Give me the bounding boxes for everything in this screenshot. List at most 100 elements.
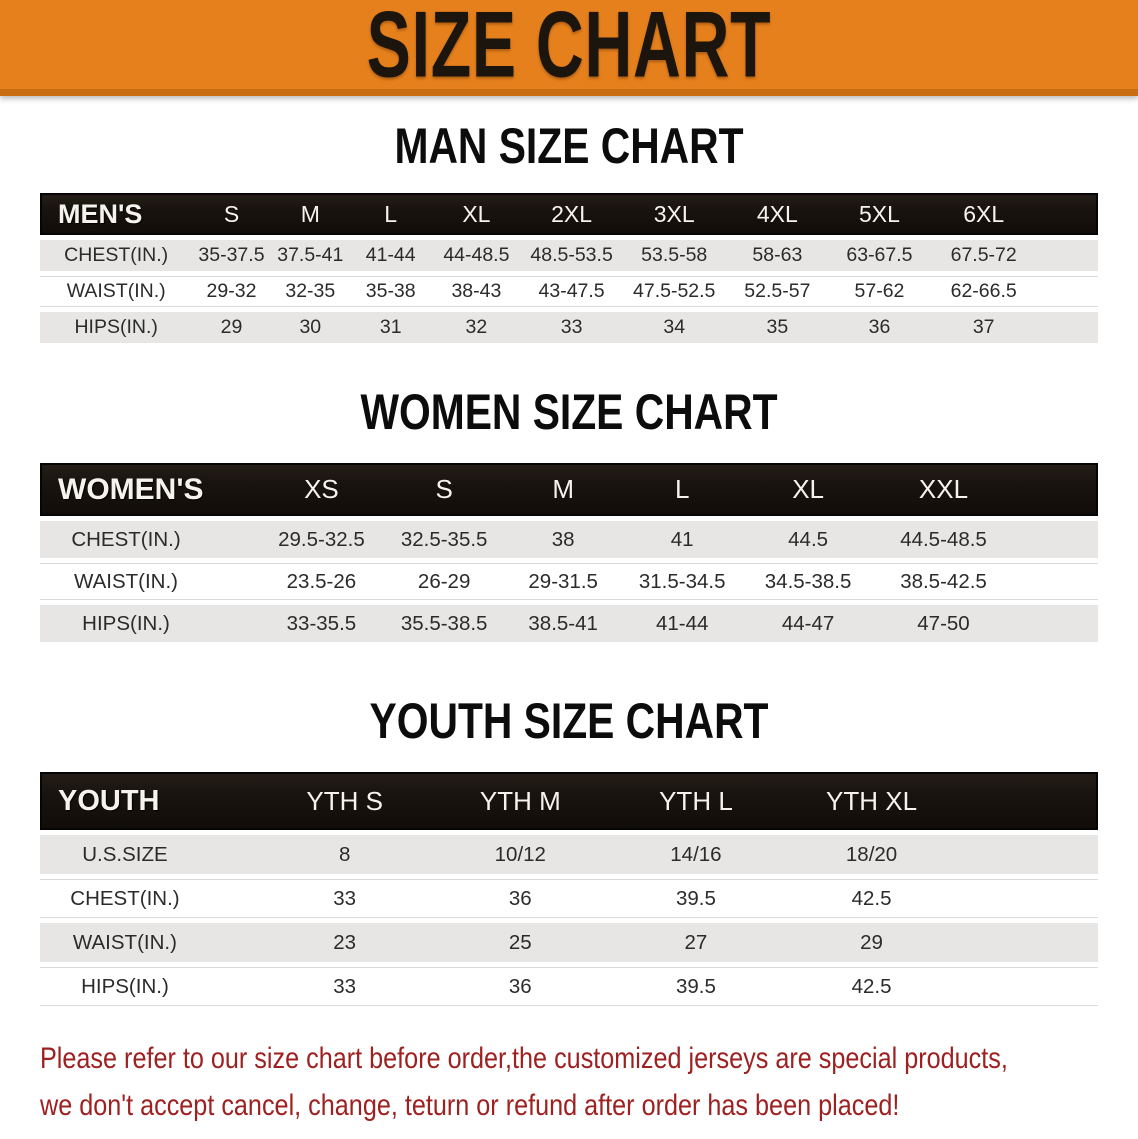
measurement-row-label: WAIST(IN.) <box>40 563 259 600</box>
mens-size-table: MEN'S S M L XL 2XL 3XL 4XL 5XL 6XL CHEST(IN.) 35-37… <box>40 188 1098 348</box>
size-header-row: MEN'S S M L XL 2XL 3XL 4XL 5XL 6XL <box>40 193 1098 235</box>
measurement-row: CHEST(IN.) 33 36 39.5 42.5 <box>40 879 1098 918</box>
mens-section: MAN SIZE CHART MEN'S S M L XL 2XL 3XL 4XL 5XL 6XL… <box>0 120 1138 348</box>
measurement-row: WAIST(IN.) 23 25 27 29 <box>40 923 1098 962</box>
measurement-row-label: HIPS(IN.) <box>40 605 259 642</box>
header-spacer <box>1013 463 1098 516</box>
size-column-header: L <box>621 463 743 516</box>
banner: SIZE CHART <box>0 0 1138 96</box>
order-policy-footnote: Please refer to our size chart before or… <box>0 1035 1138 1129</box>
banner-title: SIZE CHART <box>366 0 772 97</box>
size-value-cell: 31 <box>349 312 432 343</box>
size-value-cell: 37.5-41 <box>270 240 350 271</box>
size-column-header: YTH L <box>608 772 784 830</box>
size-value-cell: 30 <box>270 312 350 343</box>
size-value-cell: 67.5-72 <box>930 240 1037 271</box>
size-value-cell: 44-48.5 <box>431 240 522 271</box>
youth-section-heading: YOUTH SIZE CHART <box>369 693 769 750</box>
row-spacer <box>1013 605 1098 642</box>
footnote-line-2: we don't accept cancel, change, teturn o… <box>40 1089 900 1122</box>
size-column-header: YTH XL <box>783 772 960 830</box>
size-value-cell: 25 <box>432 923 609 962</box>
size-value-cell: 34.5-38.5 <box>742 563 874 600</box>
size-value-cell: 44-47 <box>742 605 874 642</box>
size-column-header: S <box>383 463 505 516</box>
womens-table-wrapper: WOMEN'S XS S M L XL XXL CHEST(IN.) 29.5-32.5 32.5… <box>0 458 1138 647</box>
mens-table-wrapper: MEN'S S M L XL 2XL 3XL 4XL 5XL 6XL CHEST(IN.) 35-37… <box>0 188 1138 348</box>
size-value-cell: 23.5-26 <box>259 563 384 600</box>
size-column-header: 2XL <box>521 193 622 235</box>
youth-table-wrapper: YOUTH YTH S YTH M YTH L YTH XL U.S.SIZE 8 10/12… <box>0 767 1138 1011</box>
size-column-header: YTH M <box>432 772 609 830</box>
size-value-cell: 57-62 <box>828 276 931 307</box>
size-value-cell: 36 <box>432 967 609 1006</box>
size-value-cell: 33 <box>256 879 433 918</box>
size-column-header: XL <box>742 463 874 516</box>
row-spacer <box>1036 312 1098 343</box>
size-value-cell: 27 <box>608 923 784 962</box>
measurement-row-label: WAIST(IN.) <box>40 923 257 962</box>
group-label: YOUTH <box>40 772 257 830</box>
measurement-row-label: U.S.SIZE <box>40 835 257 874</box>
row-spacer <box>959 923 1098 962</box>
size-value-cell: 62-66.5 <box>930 276 1037 307</box>
size-column-header: 4XL <box>726 193 829 235</box>
row-spacer <box>1013 563 1098 600</box>
size-column-header: XXL <box>873 463 1014 516</box>
size-value-cell: 33 <box>256 967 433 1006</box>
size-column-header: M <box>504 463 622 516</box>
size-value-cell: 41 <box>621 521 743 558</box>
size-value-cell: 38-43 <box>431 276 522 307</box>
size-value-cell: 8 <box>256 835 433 874</box>
size-value-cell: 39.5 <box>608 967 784 1006</box>
size-value-cell: 41-44 <box>621 605 743 642</box>
footnote-line-1: Please refer to our size chart before or… <box>40 1042 1008 1075</box>
size-value-cell: 31.5-34.5 <box>621 563 743 600</box>
row-spacer <box>959 879 1098 918</box>
size-value-cell: 34 <box>621 312 727 343</box>
measurement-row: U.S.SIZE 8 10/12 14/16 18/20 <box>40 835 1098 874</box>
measurement-row: HIPS(IN.) 33 36 39.5 42.5 <box>40 967 1098 1006</box>
size-value-cell: 37 <box>930 312 1037 343</box>
group-label: WOMEN'S <box>40 463 259 516</box>
measurement-row: HIPS(IN.) 33-35.5 35.5-38.5 38.5-41 41-44 44-… <box>40 605 1098 642</box>
measurement-row: HIPS(IN.) 29 30 31 32 33 34 35 36 37 <box>40 312 1098 343</box>
size-value-cell: 36 <box>828 312 931 343</box>
size-value-cell: 32 <box>431 312 522 343</box>
size-column-header: YTH S <box>256 772 433 830</box>
size-column-header: M <box>270 193 350 235</box>
size-value-cell: 26-29 <box>383 563 505 600</box>
size-column-header: L <box>349 193 432 235</box>
measurement-row: CHEST(IN.) 29.5-32.5 32.5-35.5 38 41 44.5 44.5… <box>40 521 1098 558</box>
group-label: MEN'S <box>40 193 193 235</box>
size-value-cell: 29 <box>192 312 271 343</box>
size-value-cell: 42.5 <box>783 967 960 1006</box>
size-header-row: YOUTH YTH S YTH M YTH L YTH XL <box>40 772 1098 830</box>
size-value-cell: 29.5-32.5 <box>259 521 384 558</box>
size-value-cell: 29-31.5 <box>504 563 622 600</box>
row-spacer <box>1013 521 1098 558</box>
header-spacer <box>1036 193 1098 235</box>
size-column-header: XS <box>259 463 384 516</box>
size-value-cell: 33 <box>521 312 622 343</box>
size-value-cell: 35-38 <box>349 276 432 307</box>
size-value-cell: 14/16 <box>608 835 784 874</box>
row-spacer <box>959 967 1098 1006</box>
size-value-cell: 47.5-52.5 <box>621 276 727 307</box>
youth-size-table: YOUTH YTH S YTH M YTH L YTH XL U.S.SIZE 8 10/12… <box>40 767 1098 1011</box>
size-value-cell: 53.5-58 <box>621 240 727 271</box>
measurement-row-label: CHEST(IN.) <box>40 240 193 271</box>
size-value-cell: 36 <box>432 879 609 918</box>
size-value-cell: 52.5-57 <box>726 276 829 307</box>
size-value-cell: 35 <box>726 312 829 343</box>
measurement-row-label: CHEST(IN.) <box>40 879 257 918</box>
measurement-row-label: CHEST(IN.) <box>40 521 259 558</box>
size-column-header: XL <box>431 193 522 235</box>
size-value-cell: 63-67.5 <box>828 240 931 271</box>
youth-section: YOUTH SIZE CHART YOUTH YTH S YTH M YTH L YTH… <box>0 693 1138 1011</box>
size-value-cell: 39.5 <box>608 879 784 918</box>
size-header-row: WOMEN'S XS S M L XL XXL <box>40 463 1098 516</box>
size-value-cell: 41-44 <box>349 240 432 271</box>
row-spacer <box>959 835 1098 874</box>
size-value-cell: 32-35 <box>270 276 350 307</box>
